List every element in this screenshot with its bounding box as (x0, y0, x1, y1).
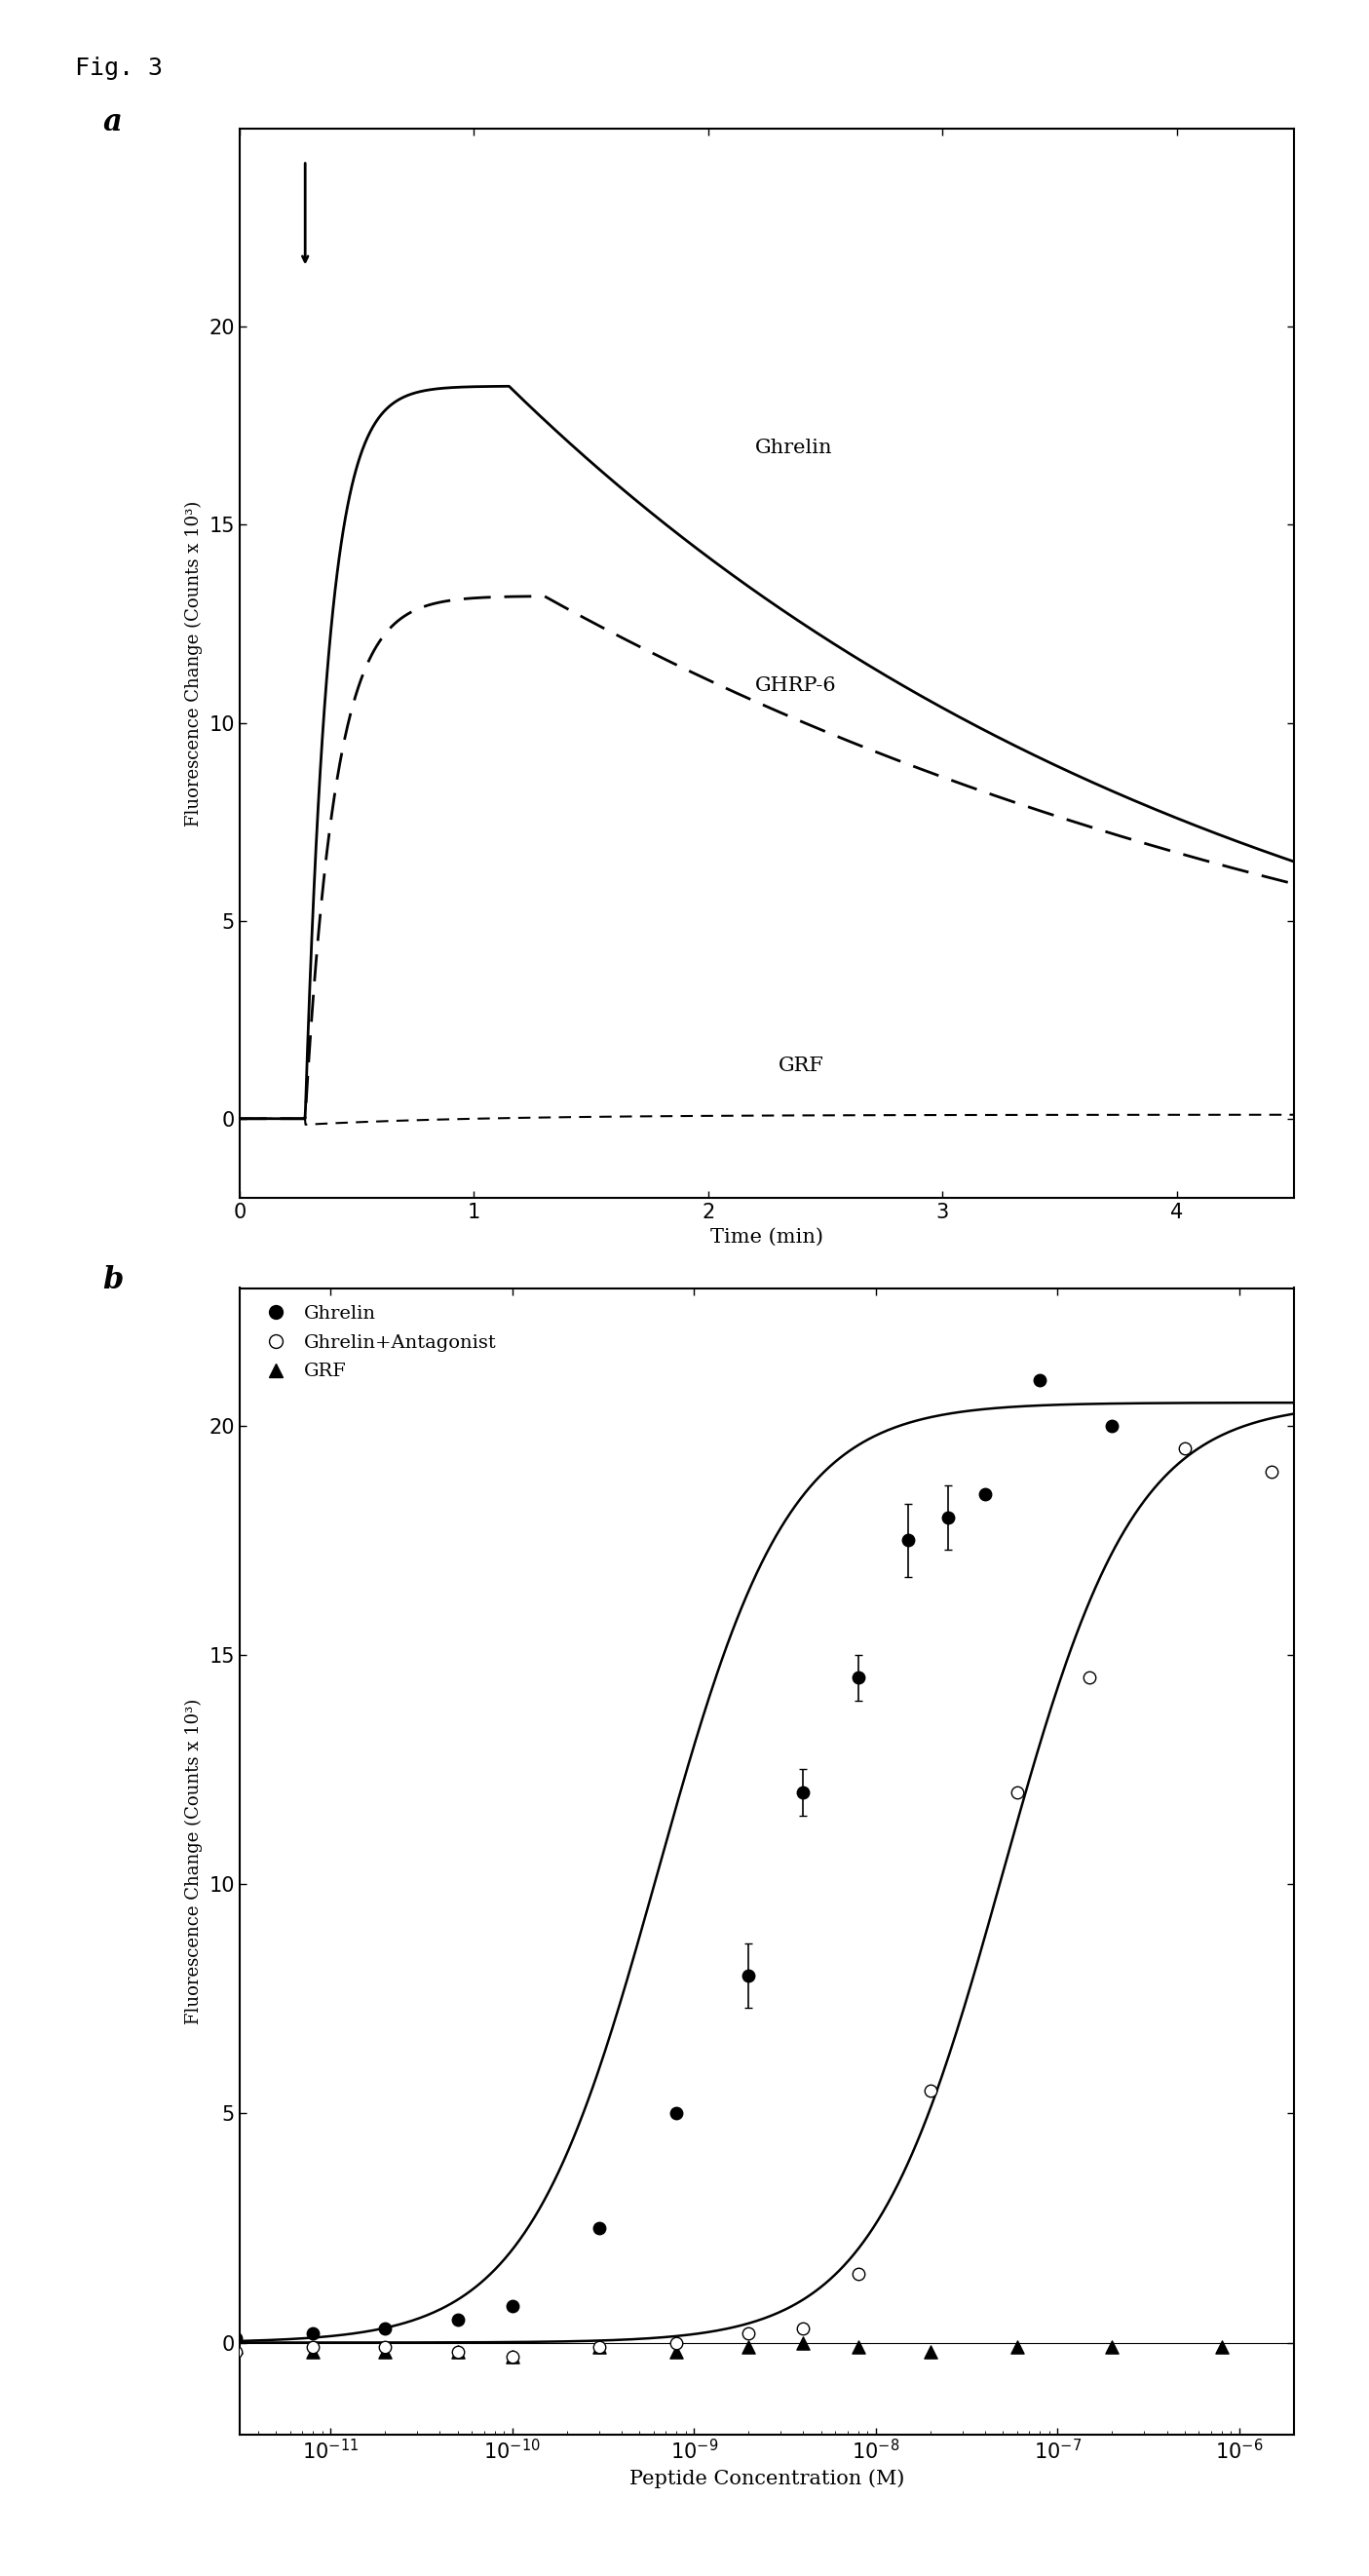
Point (1101, 2326, 1123, 2367)
Point (303, 2331, 324, 2372)
Point (1210, 2326, 1232, 2367)
Legend: Ghrelin, Ghrelin+Antagonist, GRF: Ghrelin, Ghrelin+Antagonist, GRF (249, 1298, 504, 1388)
Point (587, 2326, 609, 2367)
Text: Fig. 3: Fig. 3 (75, 57, 163, 80)
Text: b: b (103, 1265, 123, 1296)
Point (501, 2336, 523, 2378)
Text: GHRP-6: GHRP-6 (754, 677, 836, 696)
X-axis label: Time (min): Time (min) (711, 1229, 823, 1247)
Text: Ghrelin: Ghrelin (754, 438, 832, 459)
Point (847, 2326, 869, 2367)
X-axis label: Peptide Concentration (M): Peptide Concentration (M) (630, 2468, 904, 2488)
Point (665, 2331, 687, 2372)
Point (738, 2326, 760, 2367)
Point (920, 2331, 942, 2372)
Point (1006, 2326, 1028, 2367)
Y-axis label: Fluorescence Change (Counts x 10³): Fluorescence Change (Counts x 10³) (185, 500, 203, 827)
Y-axis label: Fluorescence Change (Counts x 10³): Fluorescence Change (Counts x 10³) (185, 1698, 203, 2025)
Point (225, 2326, 246, 2367)
Text: a: a (103, 108, 122, 137)
Point (793, 2321, 815, 2362)
Text: GRF: GRF (779, 1056, 824, 1074)
Point (374, 2331, 396, 2372)
Point (446, 2331, 468, 2372)
